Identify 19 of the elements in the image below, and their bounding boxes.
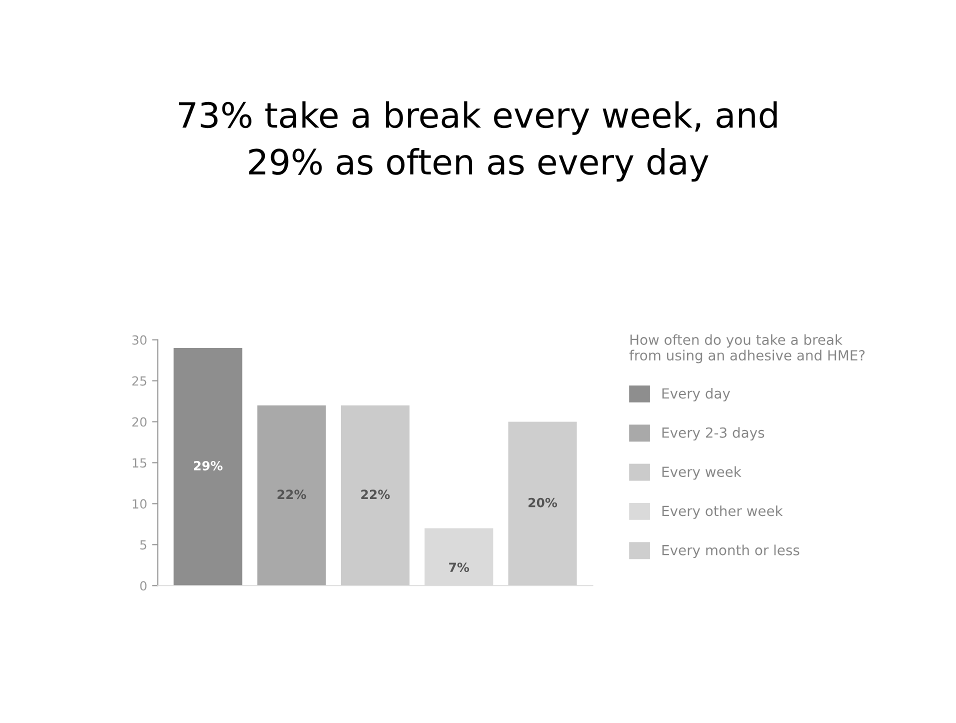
data-label: 7% xyxy=(449,562,470,572)
data-label: 22% xyxy=(278,490,306,500)
y-tick-label: 0 xyxy=(140,581,146,591)
legend-label: Every month or less xyxy=(662,544,800,558)
data-label: 22% xyxy=(361,490,390,500)
y-tick-label: 15 xyxy=(132,458,146,468)
y-tick-label: 10 xyxy=(132,499,146,509)
legend-label: Every day xyxy=(662,388,730,402)
chart-title: 73% take a break every week, and 29% as often as every day xyxy=(178,101,777,182)
y-tick-label: 5 xyxy=(140,540,146,550)
legend-label: Every week xyxy=(662,466,742,480)
legend-label: Every other week xyxy=(662,505,783,519)
data-label: 29% xyxy=(194,460,222,470)
y-tick-label: 30 xyxy=(132,335,146,345)
y-tick-label: 25 xyxy=(132,376,146,386)
legend-title: How often do you take a break from using an adhesive and HME? xyxy=(629,334,865,364)
y-tick-label: 20 xyxy=(132,417,146,427)
legend-label: Every 2-3 days xyxy=(662,427,764,441)
data-label: 20% xyxy=(528,498,558,508)
